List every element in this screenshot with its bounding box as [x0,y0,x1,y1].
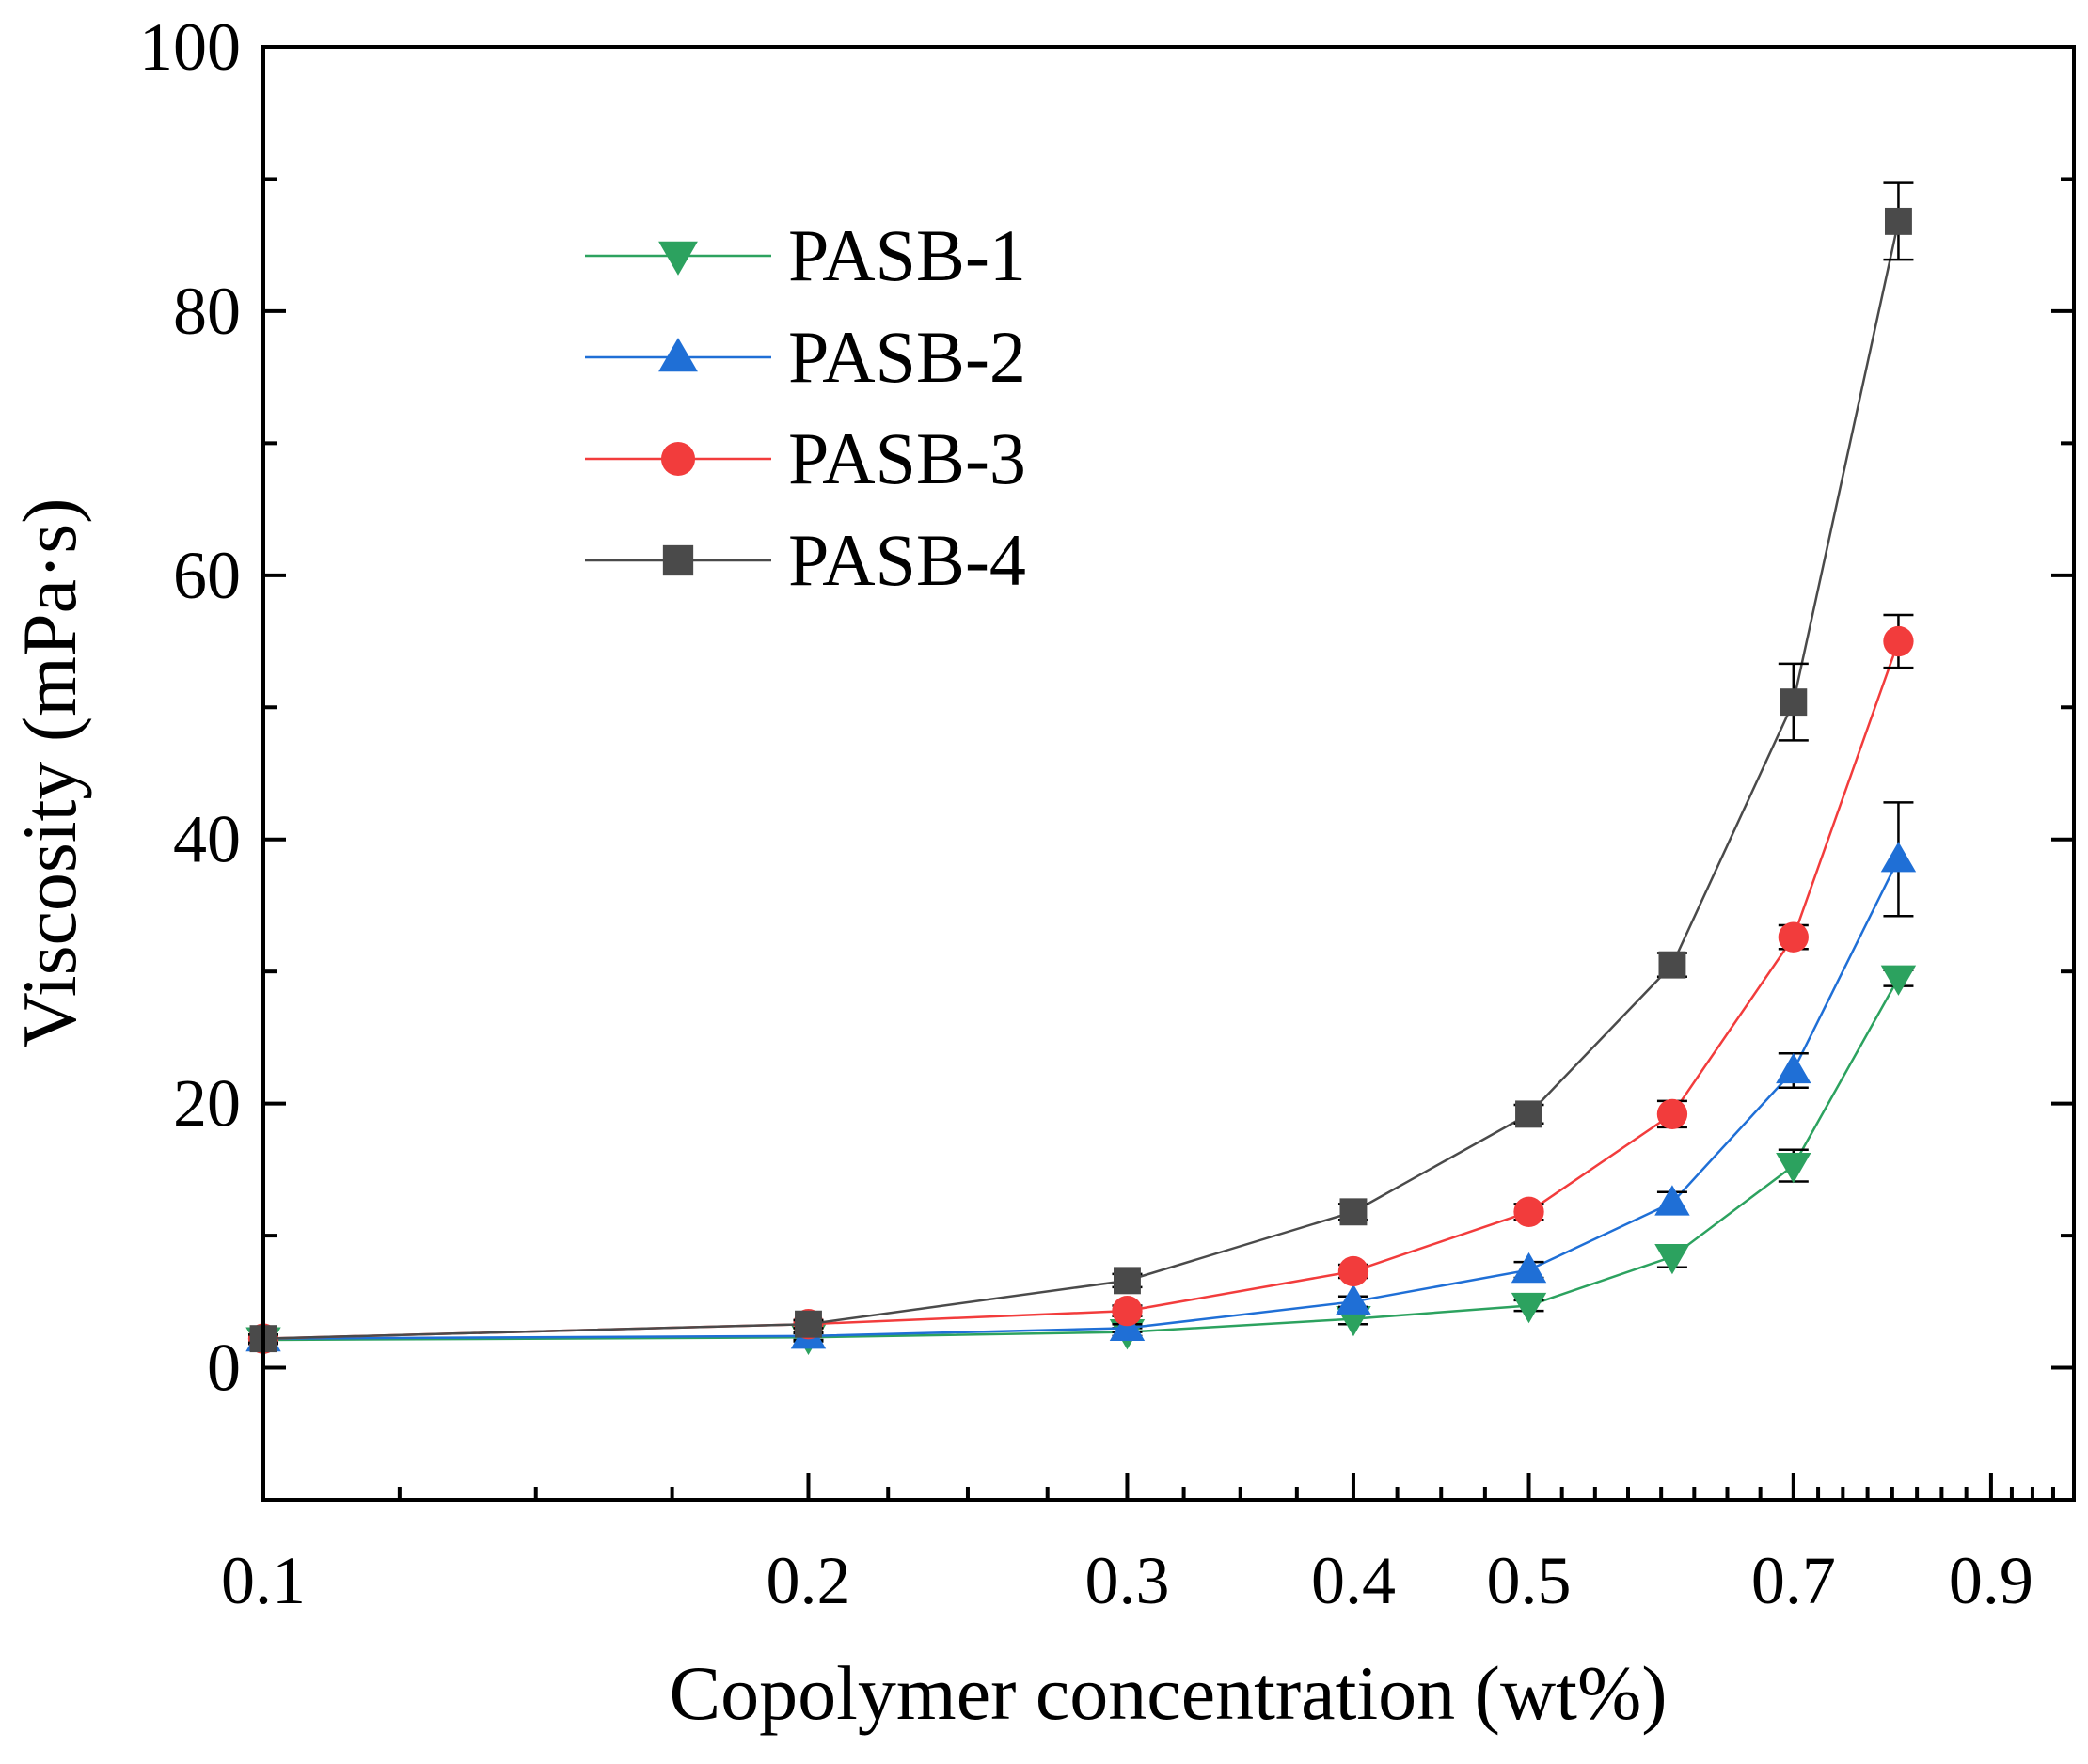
data-point [1656,1098,1688,1130]
y-tick-label: 100 [139,9,241,85]
y-tick-label: 20 [173,1066,241,1142]
y-axis: 0 20 40 60 80 100 [139,9,2074,1502]
data-point [1776,1052,1811,1084]
data-point [1658,951,1686,979]
data-point [1880,965,1917,996]
data-point [1114,1267,1141,1295]
legend-label: PASB-3 [788,417,1026,499]
data-point [1513,1196,1544,1227]
y-tick-label: 40 [173,802,241,877]
data-point [1515,1100,1542,1128]
series-line [262,858,1900,1340]
data-point [1337,1255,1369,1287]
legend-label: PASB-2 [788,316,1026,398]
y-axis-title: Viscosity (mPa·s) [7,498,92,1048]
x-axis: 0.1 0.2 0.3 0.4 0.5 0.7 0.9 [221,1473,2055,1618]
legend-marker [662,544,694,576]
x-tick-label: 0.3 [1084,1543,1169,1618]
data-point [1511,1252,1547,1284]
x-tick-label: 0.1 [221,1543,306,1618]
series-layer [245,181,1917,1358]
series-pasb-4 [248,181,1914,1353]
series-pasb-2 [245,801,1917,1352]
data-point [1336,1284,1371,1315]
x-tick-label: 0.7 [1751,1543,1836,1618]
data-point [1654,1185,1690,1216]
data-point [1776,1153,1811,1184]
legend-item-pasb-3: PASB-3 [585,417,1026,499]
data-point [1780,688,1808,717]
data-point [1884,207,1912,235]
data-point [1654,1243,1690,1275]
y-tick-label: 80 [173,274,241,349]
legend-marker [658,241,698,276]
x-tick-label: 0.2 [766,1543,850,1618]
legend-item-pasb-1: PASB-1 [585,214,1026,296]
legend: PASB-1 PASB-2 PASB-3 PASB-4 [585,214,1026,601]
data-point [1112,1296,1143,1327]
legend-item-pasb-4: PASB-4 [585,519,1026,601]
x-axis-title: Copolymer concentration (wt%) [669,1650,1667,1736]
legend-marker [660,441,696,477]
plot-frame [261,45,2076,1502]
series-line [262,640,1900,1340]
data-point [1511,1292,1547,1324]
y-tick-label: 60 [173,538,241,613]
legend-label: PASB-1 [788,214,1026,296]
series-line [262,221,1900,1340]
data-point [1778,921,1809,953]
legend-marker [658,338,698,372]
data-point [1339,1198,1368,1226]
data-point [1880,842,1917,873]
x-tick-label: 0.4 [1311,1543,1396,1618]
y-tick-label: 0 [207,1331,241,1406]
series-pasb-1 [245,965,1917,1358]
data-point [1883,625,1914,657]
legend-label: PASB-4 [788,519,1026,601]
series-pasb-3 [247,613,1914,1354]
data-point [795,1310,822,1338]
x-tick-label: 0.9 [1949,1543,2033,1618]
x-tick-label: 0.5 [1487,1543,1572,1618]
legend-item-pasb-2: PASB-2 [585,316,1026,398]
series-line [262,977,1900,1342]
